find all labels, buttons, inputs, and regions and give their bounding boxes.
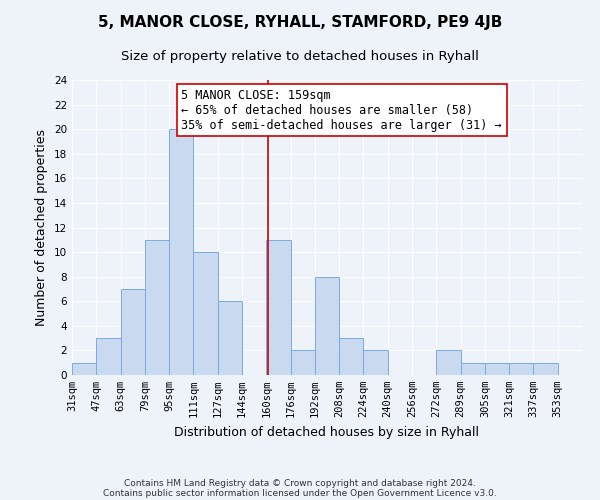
Bar xyxy=(121,289,145,375)
Bar xyxy=(72,362,96,375)
Text: 5, MANOR CLOSE, RYHALL, STAMFORD, PE9 4JB: 5, MANOR CLOSE, RYHALL, STAMFORD, PE9 4J… xyxy=(98,15,502,30)
Text: Size of property relative to detached houses in Ryhall: Size of property relative to detached ho… xyxy=(121,50,479,63)
X-axis label: Distribution of detached houses by size in Ryhall: Distribution of detached houses by size … xyxy=(175,426,479,438)
Bar xyxy=(436,350,461,375)
Bar xyxy=(509,362,533,375)
Bar xyxy=(96,338,121,375)
Bar xyxy=(193,252,218,375)
Text: Contains HM Land Registry data © Crown copyright and database right 2024.: Contains HM Land Registry data © Crown c… xyxy=(124,478,476,488)
Bar xyxy=(485,362,509,375)
Bar xyxy=(364,350,388,375)
Text: 5 MANOR CLOSE: 159sqm
← 65% of detached houses are smaller (58)
35% of semi-deta: 5 MANOR CLOSE: 159sqm ← 65% of detached … xyxy=(181,88,502,132)
Bar xyxy=(533,362,558,375)
Bar xyxy=(145,240,169,375)
Bar xyxy=(266,240,290,375)
Bar xyxy=(169,129,193,375)
Bar xyxy=(290,350,315,375)
Bar xyxy=(339,338,364,375)
Bar xyxy=(218,301,242,375)
Bar xyxy=(461,362,485,375)
Text: Contains public sector information licensed under the Open Government Licence v3: Contains public sector information licen… xyxy=(103,488,497,498)
Y-axis label: Number of detached properties: Number of detached properties xyxy=(35,129,49,326)
Bar xyxy=(315,276,339,375)
